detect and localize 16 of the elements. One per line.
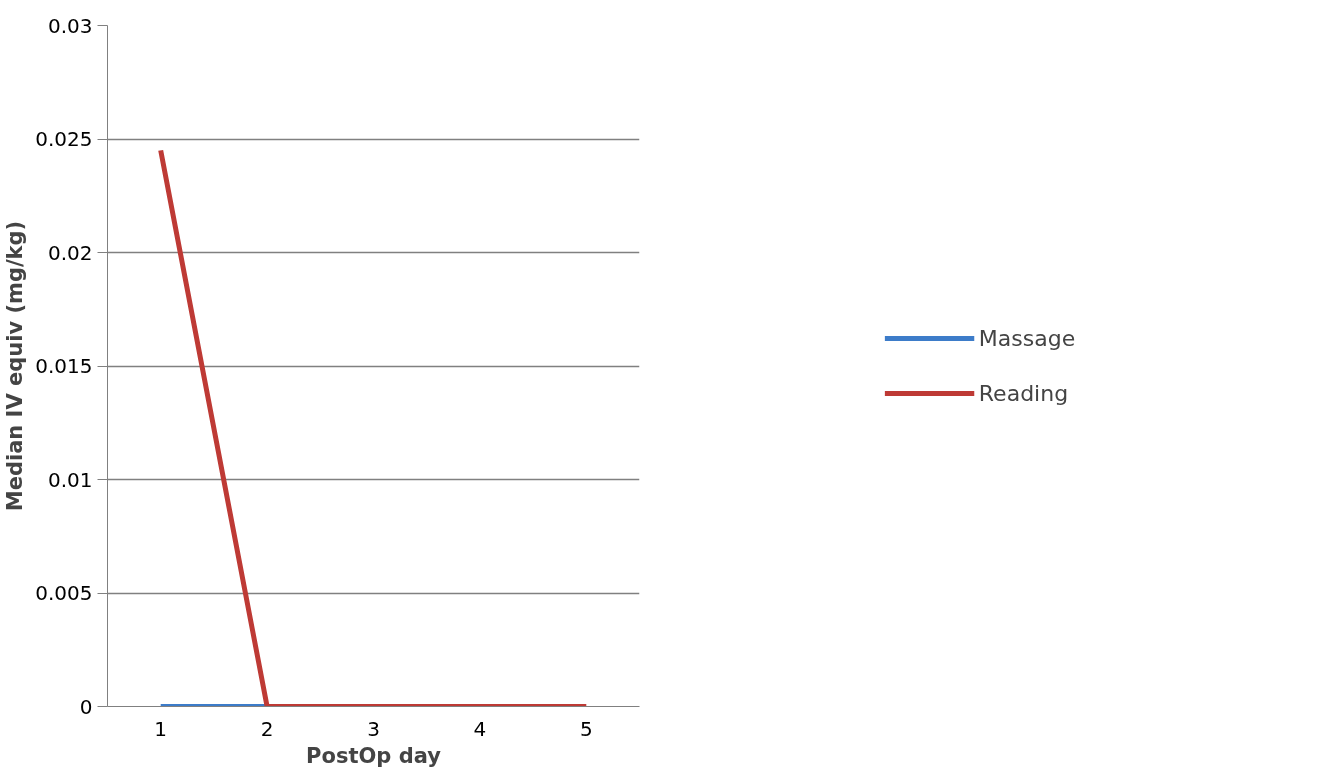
- y-tick-label: 0.025: [35, 127, 93, 151]
- x-tick-label: 4: [473, 716, 487, 741]
- x-axis-title: PostOp day: [306, 743, 442, 768]
- x-tick-label: 5: [579, 716, 593, 741]
- legend-label: Massage: [978, 325, 1076, 351]
- y-tick-label: 0.03: [47, 13, 93, 38]
- x-tick-label: 2: [260, 716, 274, 741]
- y-tick-label: 0.015: [35, 354, 93, 378]
- x-tick-label: 1: [154, 716, 168, 741]
- y-tick-label: 0: [79, 694, 93, 719]
- y-tick-label: 0.01: [47, 467, 93, 492]
- legend-label: Reading: [978, 380, 1069, 406]
- y-axis-title: Median IV equiv (mg/kg): [3, 220, 28, 512]
- y-tick-label: 0.005: [35, 581, 93, 605]
- y-tick-label: 0.02: [47, 240, 93, 265]
- x-tick-label: 3: [367, 716, 380, 741]
